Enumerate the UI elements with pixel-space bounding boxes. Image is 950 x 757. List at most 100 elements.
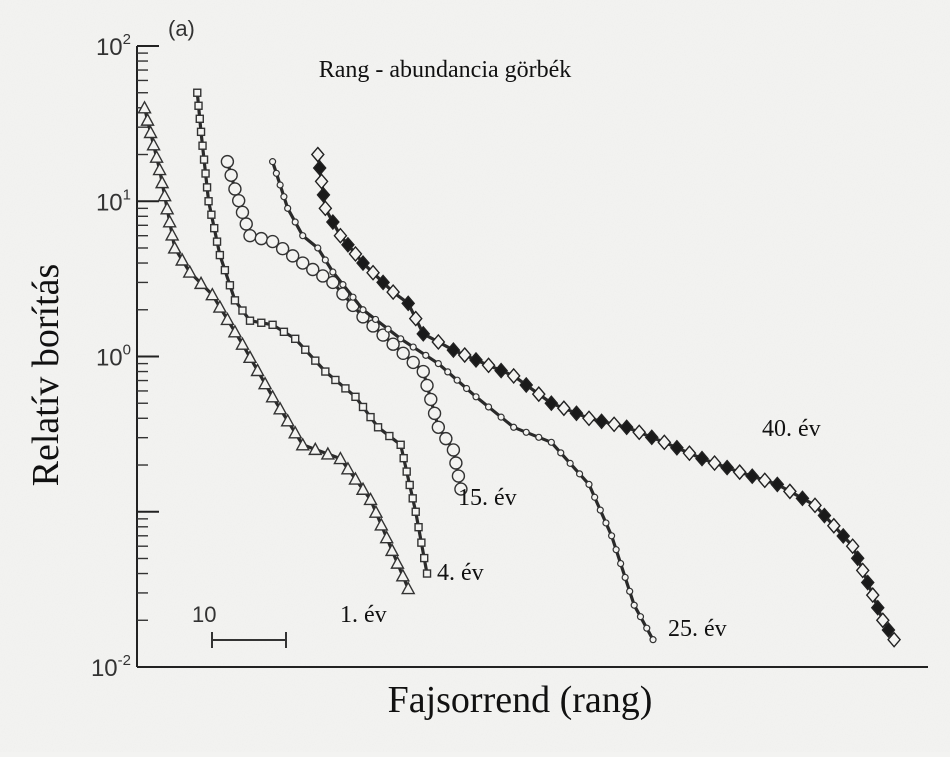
data-point (349, 293, 357, 301)
data-point (207, 210, 216, 219)
data-point (374, 517, 389, 531)
chart-title: Rang - abundancia görbék (319, 57, 572, 83)
data-point (870, 599, 885, 616)
data-point (316, 269, 330, 283)
data-point (154, 175, 170, 189)
data-point (220, 265, 230, 275)
data-point (331, 375, 340, 385)
data-point (494, 362, 509, 379)
data-point (341, 236, 355, 253)
data-point (288, 425, 303, 439)
data-point (469, 351, 483, 369)
data-point (242, 349, 258, 364)
data-point (198, 141, 207, 150)
data-point (193, 275, 209, 290)
data-point (257, 318, 266, 327)
data-point (431, 420, 446, 434)
data-point (422, 569, 432, 578)
data-point (682, 445, 697, 462)
data-point (243, 228, 257, 243)
data-point (379, 530, 394, 544)
data-point (306, 262, 320, 277)
data-point (276, 181, 284, 189)
data-point (881, 621, 896, 639)
data-point (556, 400, 571, 417)
data-point (280, 413, 295, 427)
data-point (373, 423, 383, 432)
data-point (619, 419, 634, 436)
data-point (617, 559, 625, 568)
data-point (220, 154, 235, 169)
data-point (535, 433, 543, 441)
data-point (215, 250, 225, 260)
data-point (632, 424, 647, 441)
data-point (591, 493, 599, 501)
data-point (396, 440, 405, 449)
data-point (887, 631, 902, 648)
data-point (254, 231, 268, 246)
data-point (384, 325, 392, 333)
data-point (453, 376, 461, 384)
data-point (582, 410, 596, 427)
data-point (416, 364, 430, 379)
data-point (301, 345, 310, 354)
series-3: 15. év (220, 154, 517, 511)
data-point (250, 363, 265, 377)
data-point (321, 256, 329, 264)
data-point (594, 413, 609, 430)
data-point (808, 497, 822, 514)
data-point (402, 467, 411, 476)
data-point (405, 480, 414, 490)
data-point (451, 469, 466, 483)
data-point (386, 283, 401, 301)
data-point (202, 183, 212, 192)
data-point (585, 480, 593, 489)
data-point (544, 395, 559, 412)
data-point (348, 471, 363, 485)
data-point (194, 101, 203, 110)
scale-bar-label: 10 (192, 602, 216, 627)
data-point (359, 306, 367, 314)
data-point (314, 244, 322, 252)
data-point (201, 169, 210, 178)
data-point (182, 264, 197, 278)
data-point (630, 601, 638, 609)
data-point (434, 360, 442, 368)
series-label: 15. év (458, 485, 517, 511)
data-point (732, 464, 747, 481)
x-axis-label: Fajsorrend (rang) (388, 679, 653, 721)
scale-bar: 10 (192, 602, 287, 648)
data-point (340, 461, 356, 475)
data-point (164, 227, 180, 241)
data-point (484, 403, 493, 411)
data-point (146, 137, 161, 151)
data-point (472, 393, 480, 401)
data-point (308, 441, 323, 456)
data-point (314, 173, 329, 190)
data-point (212, 299, 228, 313)
data-point (356, 254, 370, 272)
data-point (444, 368, 452, 376)
data-point (371, 315, 380, 324)
data-point (245, 316, 255, 325)
data-point (720, 459, 735, 476)
data-point (333, 451, 348, 465)
data-point (424, 392, 438, 407)
y-tick-label: 100 (96, 342, 131, 372)
data-point (850, 550, 865, 567)
data-point (159, 201, 175, 215)
data-point (522, 428, 530, 436)
data-point (199, 155, 209, 164)
data-point (368, 504, 384, 518)
data-point (220, 312, 235, 326)
data-point (320, 446, 336, 460)
data-point (408, 310, 423, 327)
data-point (284, 204, 292, 212)
data-point (386, 337, 400, 351)
data-point (175, 252, 190, 266)
data-point (351, 392, 360, 402)
data-point (557, 449, 565, 457)
data-point (366, 412, 375, 422)
